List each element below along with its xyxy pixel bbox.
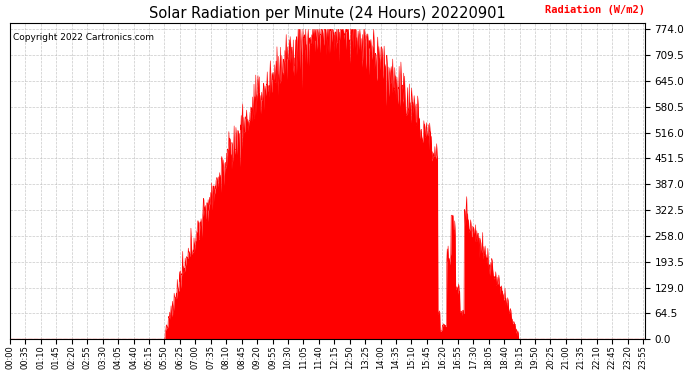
Text: Copyright 2022 Cartronics.com: Copyright 2022 Cartronics.com (13, 33, 155, 42)
Title: Solar Radiation per Minute (24 Hours) 20220901: Solar Radiation per Minute (24 Hours) 20… (149, 6, 506, 21)
Text: Radiation (W/m2): Radiation (W/m2) (545, 5, 645, 15)
